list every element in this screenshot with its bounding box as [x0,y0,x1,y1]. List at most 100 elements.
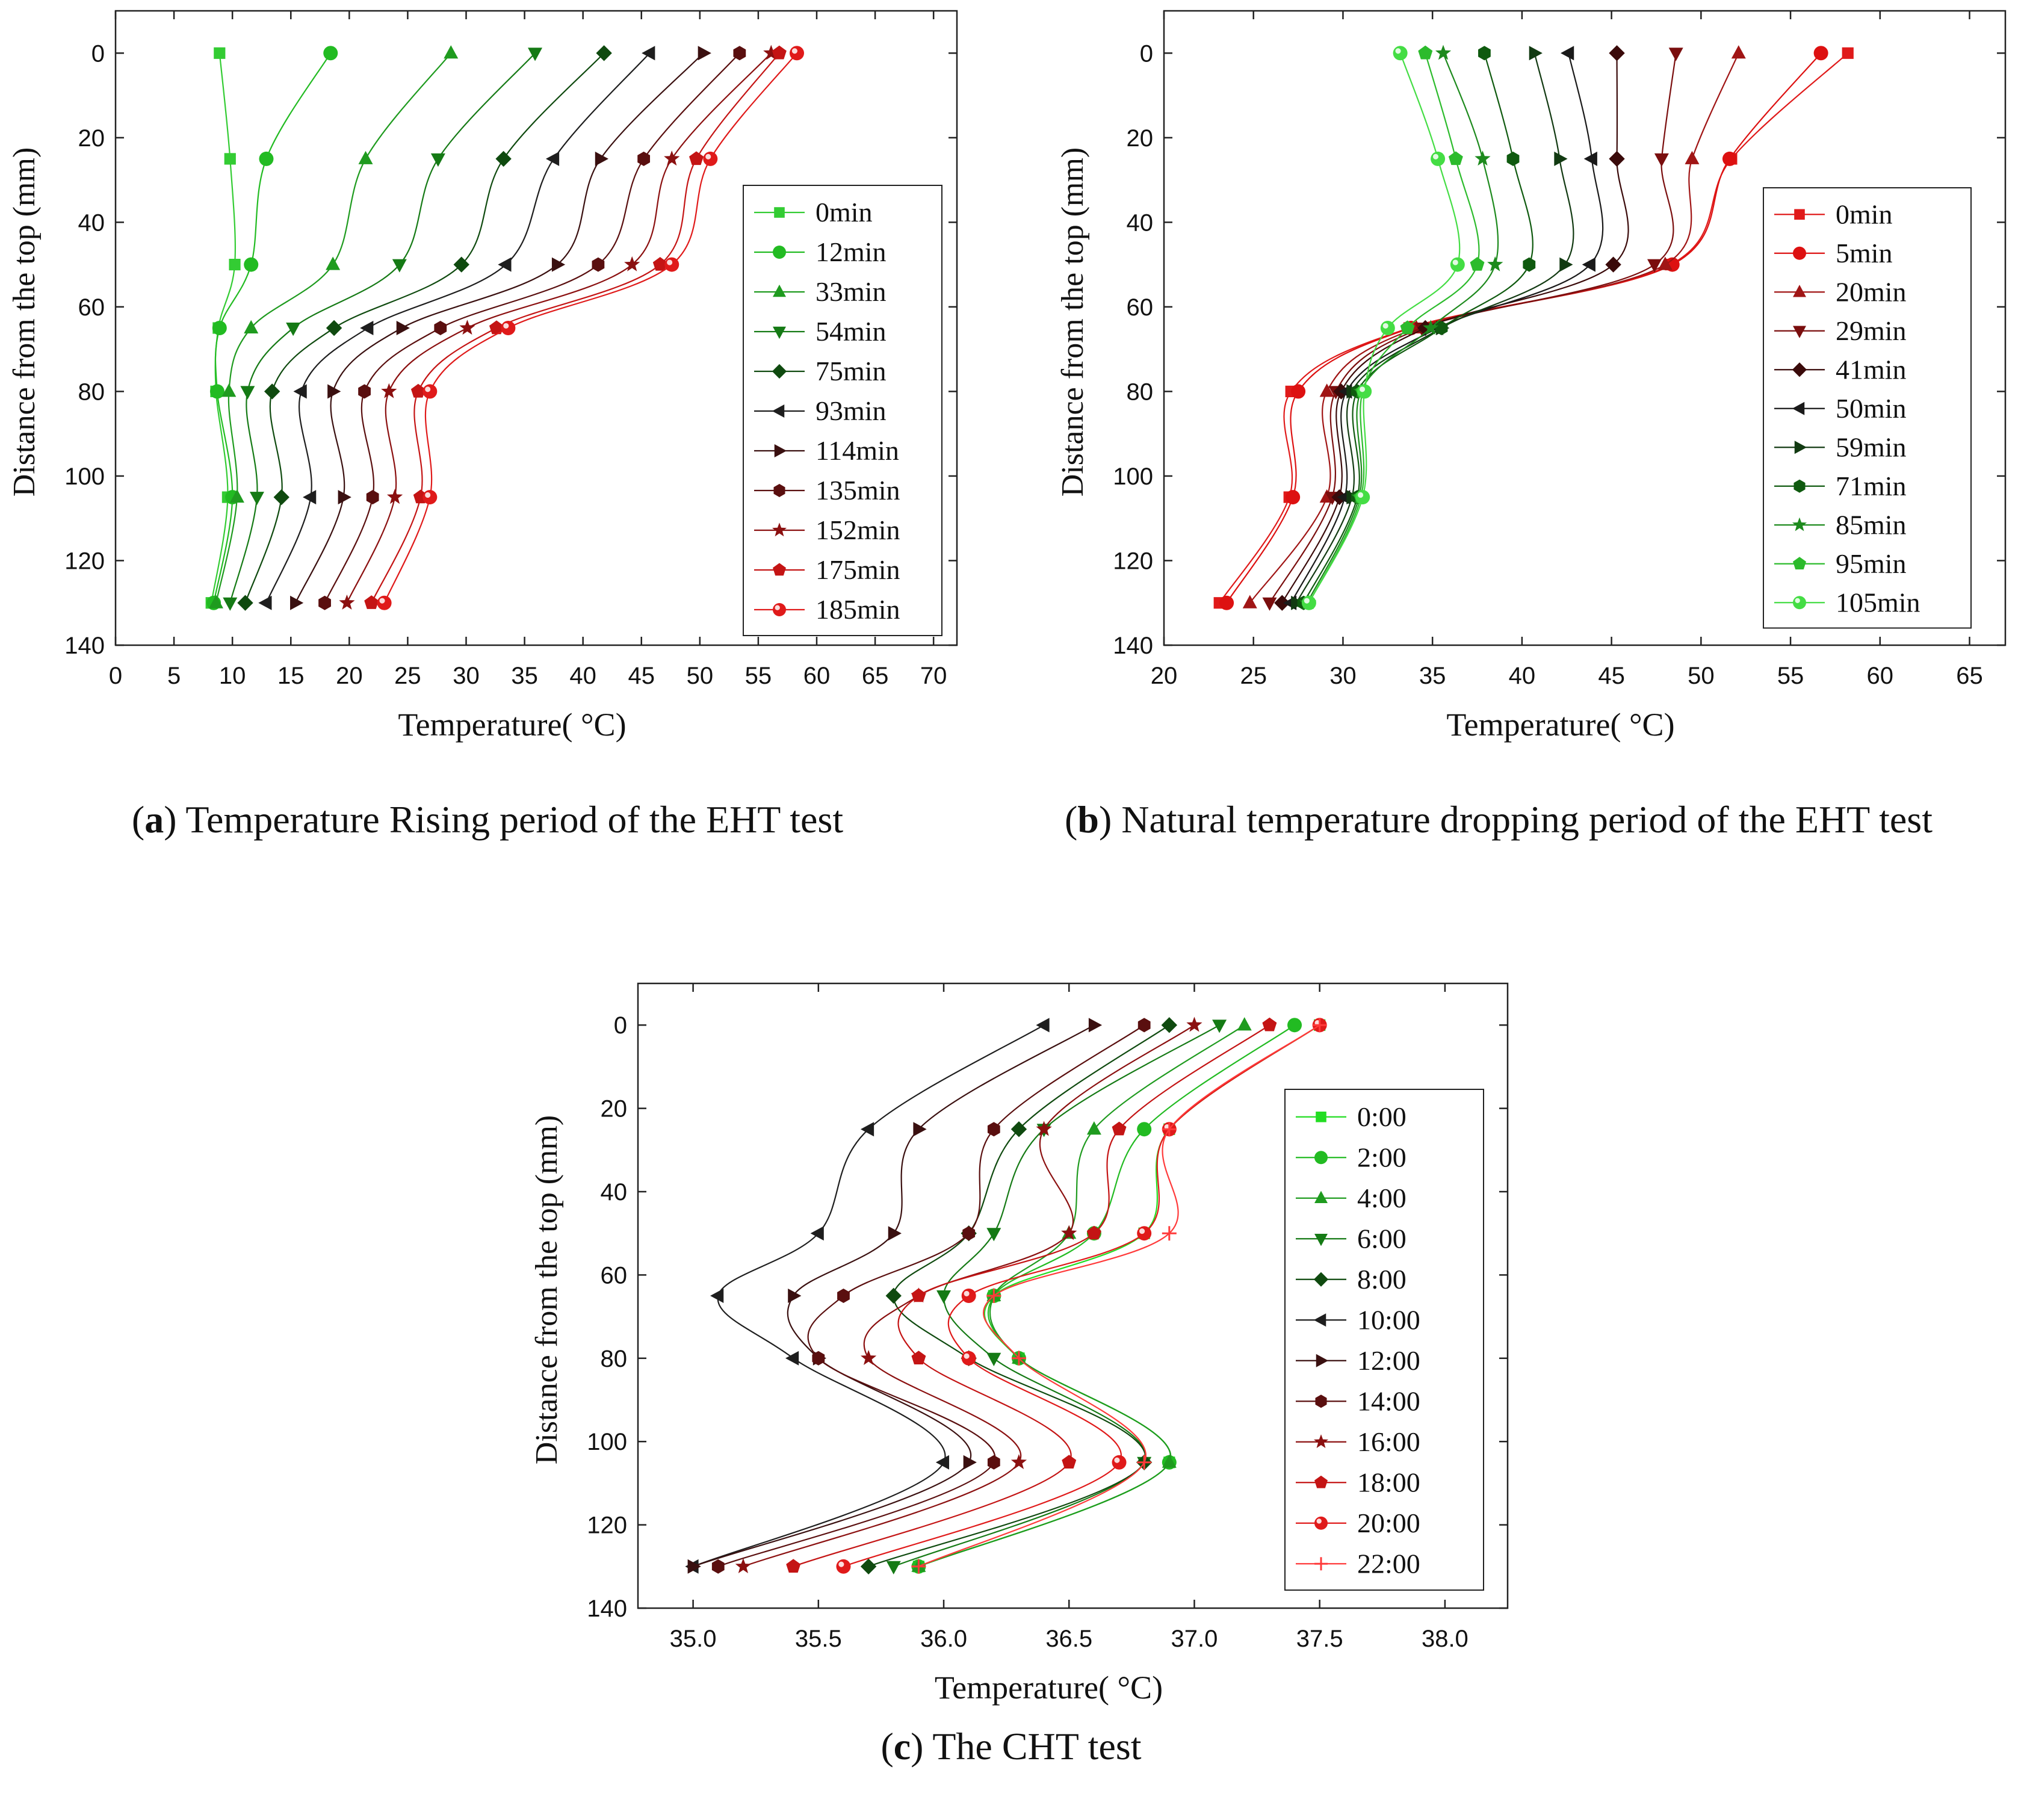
data-point-175min-65 [489,320,504,335]
data-point-33min-50 [326,256,341,270]
data-point-20:00-65 [961,1289,976,1303]
data-point-14:00-105 [987,1455,1000,1470]
legend-label-29min: 29min [1836,315,1907,346]
x-tick-label: 35 [1419,663,1446,689]
y-tick-label: 140 [587,1596,627,1622]
legend-label-75min: 75min [815,356,887,386]
data-point-20:00-50 [1137,1226,1152,1241]
data-point-18:00-105 [1062,1455,1077,1469]
data-point-114min-0 [698,46,711,61]
legend-marker-0min [774,207,785,218]
data-point-10:00-80 [785,1351,799,1366]
caption-a: (a) Temperature Rising period of the EHT… [131,798,844,841]
data-point-6:00-50 [986,1228,1001,1242]
legend-label-18:00: 18:00 [1357,1467,1420,1497]
data-point-175min-130 [364,595,379,609]
data-point-14:00-25 [987,1122,1000,1137]
data-point-12min-80 [209,384,224,399]
legend-marker-14:00 [1315,1394,1327,1408]
legend-label-12min: 12min [815,237,887,267]
data-point-135min-80 [358,384,371,399]
data-point-105min-0 [1393,46,1408,61]
data-point-33min-25 [358,150,373,164]
legend-label-95min: 95min [1836,548,1907,579]
x-tick-label: 60 [1867,663,1894,689]
chart-b: 20 25 30 35 40 45 50 55 60 65 0 20 40 60 80 100 120 140 Te… [1056,10,2007,743]
y-tick-label: 40 [78,209,105,236]
data-point-93min-80 [293,384,307,399]
data-point-5min-105 [1286,490,1301,505]
data-point-22:00-80 [1011,1351,1026,1366]
legend-marker-18:00 [1314,1475,1328,1488]
data-point-75min-105 [273,489,289,506]
data-point-18:00-50 [1086,1225,1101,1240]
data-point-105min-130 [1301,595,1316,610]
legend-marker-0:00 [1316,1111,1326,1122]
legend-marker-95min [1793,557,1806,570]
data-point-8:00-25 [1010,1121,1027,1138]
legend-label-41min: 41min [1836,354,1907,385]
data-point-105min-50 [1450,257,1465,272]
data-point-33min-105 [229,489,244,503]
data-point-33min-65 [244,320,259,333]
data-point-4:00-105 [1162,1454,1177,1468]
legend-marker-22:00 [1314,1557,1328,1571]
data-point-0min-0 [214,47,226,59]
x-tick-label: 55 [745,663,772,689]
legend-label-71min: 71min [1836,471,1907,501]
x-tick-label: 30 [1329,663,1357,689]
x-tick-label: 35 [511,663,538,689]
legend-marker-29min [1793,326,1806,338]
legend-marker-16:00 [1313,1434,1329,1448]
legend-marker-33min [773,284,786,297]
y-tick-label: 60 [78,294,105,321]
data-point-12min-0 [323,46,338,61]
data-point-12:00-65 [788,1289,802,1303]
data-point-59min-50 [1559,257,1573,272]
legend-marker-93min [772,404,785,418]
series-line-12:00 [693,1024,1095,1567]
data-point-59min-25 [1554,151,1568,166]
data-point-75min-130 [237,595,253,611]
data-point-185min-105 [422,490,438,505]
caption-c-letter: c [893,1725,911,1768]
legend-marker-10:00 [1313,1313,1326,1327]
y-tick-label: 120 [64,548,105,574]
series-line-75min [244,52,605,604]
data-point-5min-0 [1813,46,1828,61]
plot-frame [1163,10,2007,646]
x-tick-label: 65 [862,663,889,689]
data-point-22:00-25 [1162,1122,1177,1137]
x-tick-label: 35.0 [670,1626,717,1652]
data-point-152min-80 [381,383,397,398]
caption-a-text: Temperature Rising period of the EHT tes… [185,798,844,841]
data-point-8:00-65 [885,1287,902,1304]
y-tick-label: 0 [614,1012,627,1039]
x-tick-label: 20 [1151,663,1178,689]
data-point-93min-130 [258,595,272,610]
legend-marker-4:00 [1314,1190,1328,1203]
data-point-114min-50 [551,257,566,272]
data-point-185min-65 [501,321,516,335]
x-tick-label: 35.5 [795,1626,842,1652]
data-point-93min-50 [498,257,512,272]
data-point-12:00-105 [963,1455,977,1470]
y-tick-label: 20 [601,1096,628,1122]
series-line-175min [371,52,780,604]
data-point-10:00-65 [710,1289,724,1303]
x-tick-label: 10 [219,663,246,689]
x-tick-label: 36.0 [920,1626,967,1652]
legend-label-175min: 175min [815,554,900,585]
legend-label-93min: 93min [815,395,887,426]
data-point-95min-0 [1418,45,1433,60]
data-point-50min-0 [1561,46,1574,61]
data-point-2:00-0 [1287,1018,1302,1033]
data-point-16:00-105 [1010,1454,1027,1469]
y-tick-label: 120 [1113,548,1153,574]
caption-b-text: Natural temperature dropping period of t… [1121,798,1933,841]
legend-label-85min: 85min [1836,509,1907,540]
caption-b-letter: b [1077,798,1099,841]
series-line-93min [265,52,651,604]
data-point-33min-0 [444,45,459,59]
data-point-5min-80 [1291,384,1306,399]
